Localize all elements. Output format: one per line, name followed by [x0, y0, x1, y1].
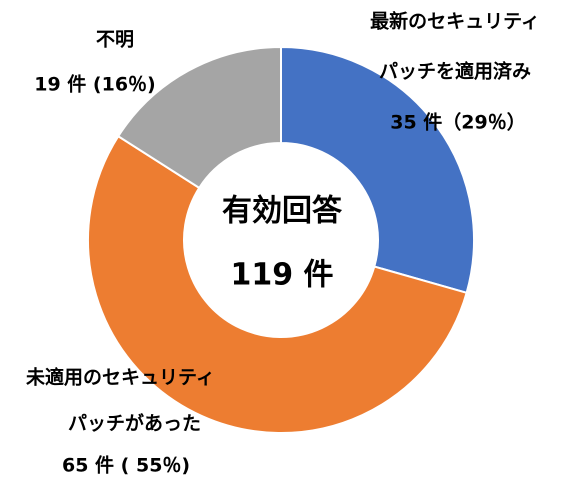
category-label: 未適用のセキュリティ	[25, 366, 215, 389]
slices	[87, 45, 475, 434]
center-title: 有効回答	[222, 194, 343, 229]
category-label: パッチを適用済み	[379, 60, 531, 83]
category-label: 不明	[96, 29, 134, 51]
slice	[87, 134, 468, 434]
category-label: 最新のセキュリティ	[370, 10, 540, 33]
value-label: 65 件 ( 55％)	[62, 454, 190, 477]
center-total: 119 件	[230, 258, 333, 293]
value-label: 19 件 (16％)	[34, 73, 155, 96]
value-label: 35 件（29％）	[390, 111, 526, 134]
category-label: パッチがあった	[68, 412, 201, 435]
slice	[280, 45, 475, 295]
slice	[116, 45, 282, 190]
